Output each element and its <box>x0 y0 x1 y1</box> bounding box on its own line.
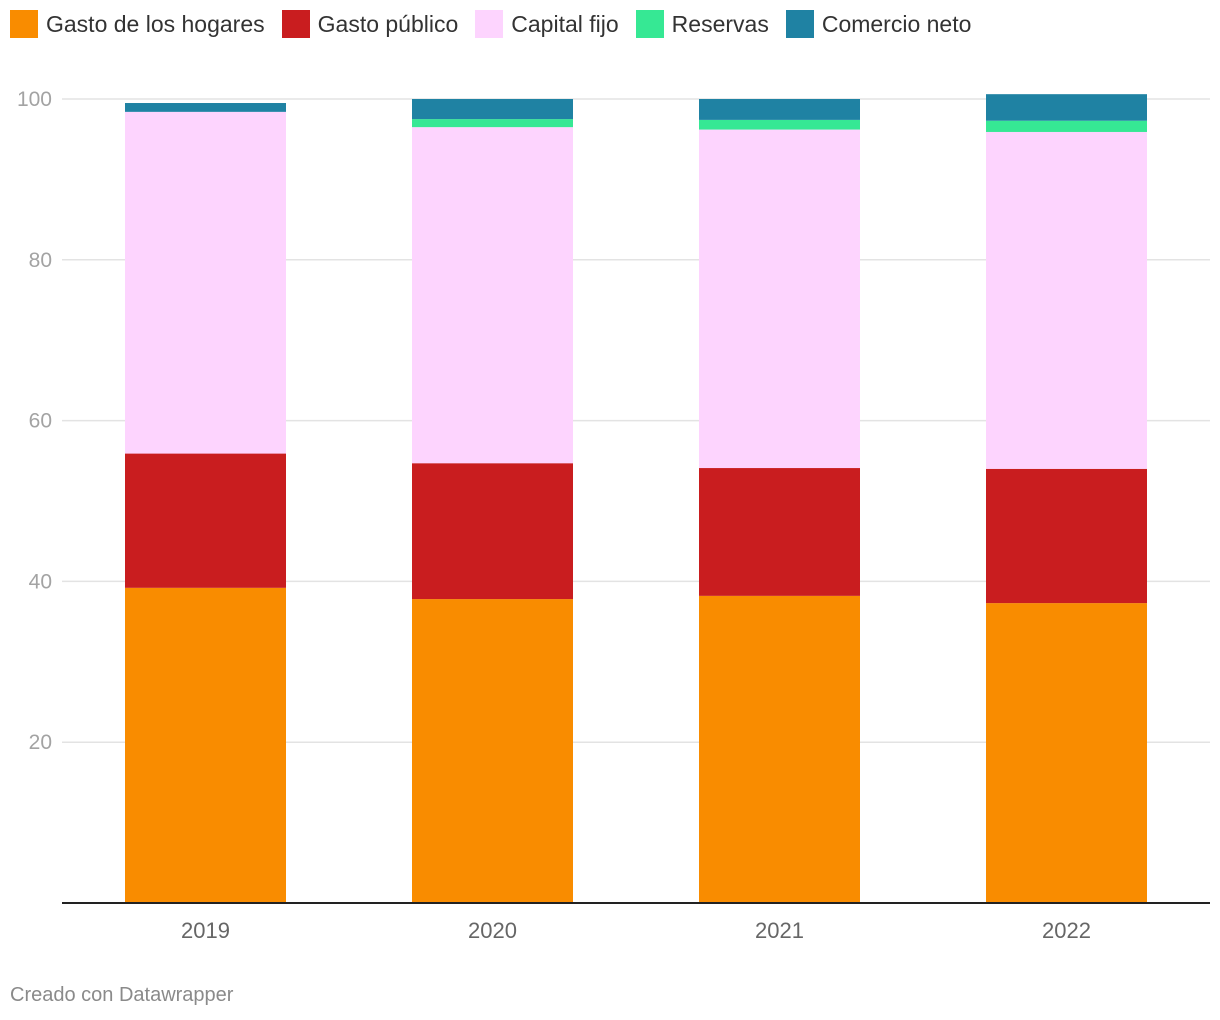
bar-stack-2021 <box>699 99 860 903</box>
bar-segment <box>412 599 573 903</box>
legend-label: Comercio neto <box>821 10 972 37</box>
bar-segment <box>412 99 573 120</box>
bar-segment <box>125 587 286 903</box>
bar-segment <box>986 131 1147 469</box>
legend-label: Reservas <box>671 10 769 37</box>
x-tick-label: 2022 <box>1042 918 1091 943</box>
legend-item: Capital fijo <box>475 10 619 38</box>
bar-segment <box>412 127 573 464</box>
bar-segment <box>125 111 286 454</box>
bar-segment <box>125 103 286 112</box>
credit-text: Creado con Datawrapper <box>10 984 234 1006</box>
legend-item: Reservas <box>635 10 769 38</box>
x-tick-label: 2020 <box>468 918 517 943</box>
bar-segment <box>699 468 860 596</box>
bar-stack-2022 <box>986 94 1147 903</box>
y-tick-label: 60 <box>29 410 52 433</box>
bar-segment <box>986 94 1147 121</box>
bar-segment <box>699 119 860 130</box>
legend-item: Gasto público <box>281 10 459 38</box>
y-axis-ticks: 20 40 60 80 100 <box>17 88 52 754</box>
legend-item: Comercio neto <box>785 10 972 38</box>
bar-stack-2019 <box>125 103 286 903</box>
bar-segment <box>412 119 573 128</box>
legend-swatch <box>10 10 38 38</box>
y-tick-label: 80 <box>29 249 52 272</box>
legend-swatch <box>785 10 814 38</box>
y-tick-label: 40 <box>29 570 52 593</box>
bar-segment <box>412 463 573 600</box>
bars <box>125 94 1147 903</box>
x-tick-label: 2021 <box>755 918 804 943</box>
legend-label: Gasto de los hogares <box>46 10 265 37</box>
y-tick-label: 20 <box>29 731 52 754</box>
x-axis-ticks: 2019 2020 2021 2022 <box>181 918 1091 943</box>
bar-segment <box>125 453 286 588</box>
legend-swatch <box>635 10 664 38</box>
legend: Gasto de los hogares Gasto público Capital… <box>10 10 988 38</box>
bar-segment <box>986 603 1147 903</box>
x-tick-label: 2019 <box>181 918 230 943</box>
legend-label: Gasto público <box>317 10 459 37</box>
bar-stack-2020 <box>412 99 573 903</box>
legend-swatch <box>281 10 310 38</box>
bar-segment <box>986 120 1147 132</box>
bar-segment <box>699 99 860 120</box>
bar-segment <box>699 129 860 469</box>
legend-swatch <box>475 10 504 38</box>
legend-item: Gasto de los hogares <box>10 10 265 38</box>
legend-label: Capital fijo <box>511 10 619 37</box>
bar-segment <box>699 595 860 903</box>
y-tick-label: 100 <box>17 88 52 111</box>
bar-segment <box>986 468 1147 604</box>
